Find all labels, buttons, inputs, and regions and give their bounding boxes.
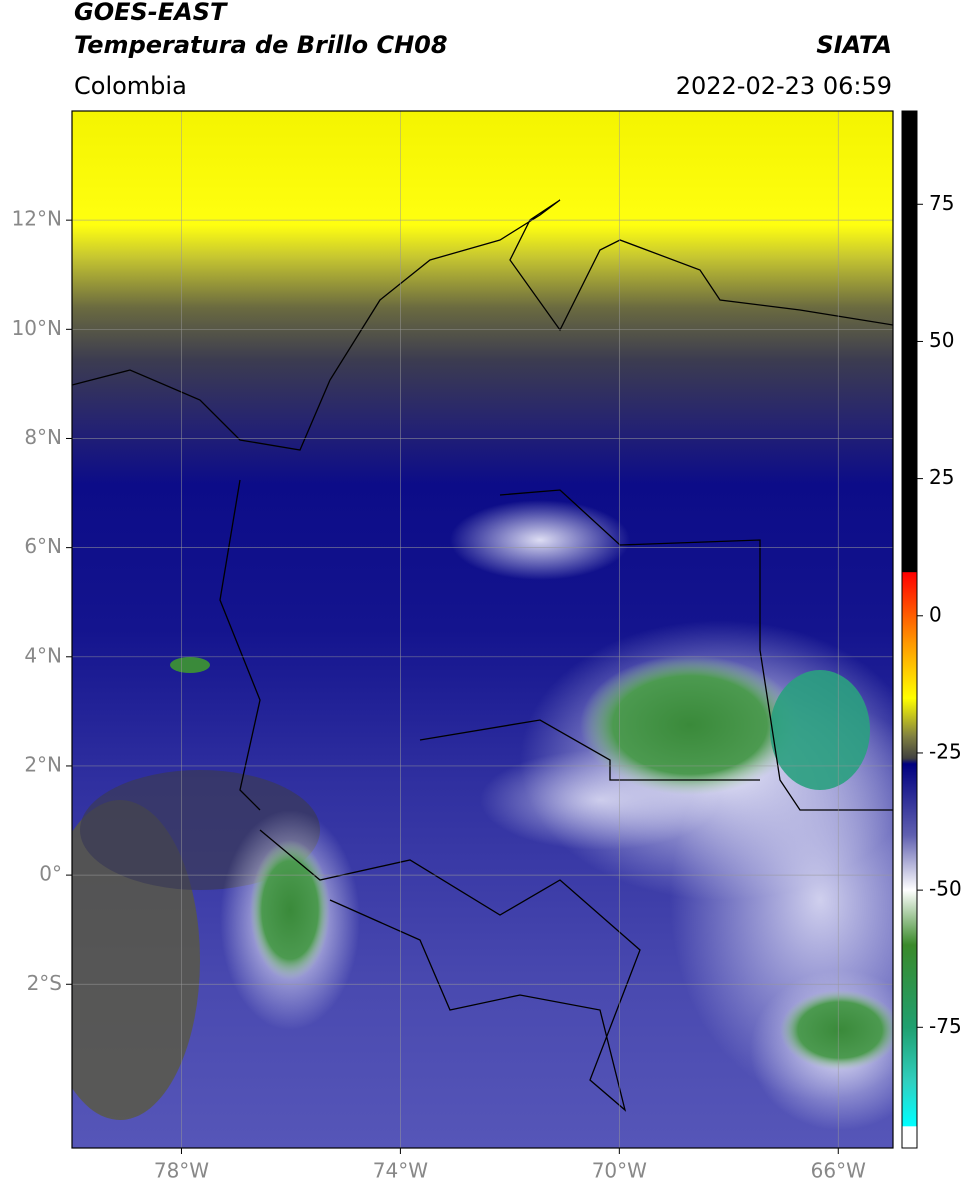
colorbar-tick-label: -50 xyxy=(929,877,962,901)
axes: 78°W 74°W 70°W 66°W 12°N 10°N 8°N 6°N 4°N 2°N 0° 2°… xyxy=(12,111,962,1183)
satellite-image xyxy=(72,111,893,1148)
x-tick-label: 70°W xyxy=(592,1159,647,1183)
y-tick-label: 8°N xyxy=(24,425,62,449)
y-tick-label: 10°N xyxy=(12,316,62,340)
y-tick-label: 2°S xyxy=(27,971,62,995)
region: Colombia xyxy=(74,72,187,100)
y-tick-label: 4°N xyxy=(24,643,62,667)
y-tick-label: 2°N xyxy=(24,752,62,776)
colorbar xyxy=(901,110,918,1149)
map-frame xyxy=(71,110,894,1149)
colorbar-tick-label: 0 xyxy=(929,602,942,626)
x-tick-label: 78°W xyxy=(154,1159,209,1183)
y-tick-label: 0° xyxy=(39,862,62,886)
x-tick-label: 74°W xyxy=(373,1159,428,1183)
colorbar-tick-label: 75 xyxy=(929,191,954,215)
subtitle: Temperatura de Brillo CH08 xyxy=(74,31,448,59)
colorbar-tick-label: 25 xyxy=(929,465,954,489)
colorbar-tick-label: -25 xyxy=(929,739,962,763)
y-tick-label: 6°N xyxy=(24,534,62,558)
datetime: 2022-02-23 06:59 xyxy=(676,72,892,100)
title: GOES-EAST xyxy=(74,0,228,26)
source: SIATA xyxy=(816,31,892,59)
colorbar-tick-label: -75 xyxy=(929,1014,962,1038)
y-tick-label: 12°N xyxy=(12,207,62,231)
x-tick-label: 66°W xyxy=(811,1159,866,1183)
colorbar-tick-label: 50 xyxy=(929,328,954,352)
